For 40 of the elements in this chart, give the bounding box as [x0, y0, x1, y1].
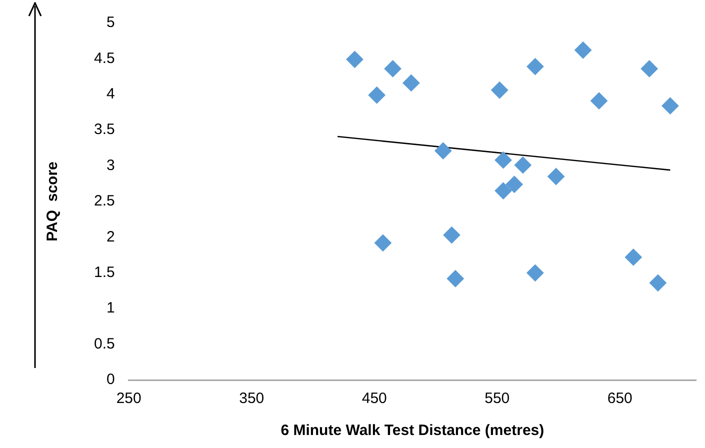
x-tick-label: 350	[239, 390, 264, 408]
point	[374, 234, 392, 252]
point	[514, 156, 532, 174]
point	[590, 92, 608, 110]
y-tick-label: 2	[106, 228, 115, 246]
point	[548, 168, 565, 186]
y-axis-title: PAQ score	[44, 162, 62, 242]
y-tick-label: 4.5	[94, 50, 115, 67]
point	[649, 274, 666, 292]
point	[443, 226, 460, 244]
point	[494, 182, 512, 200]
point	[640, 60, 658, 78]
y-tick-label: 0	[106, 371, 115, 388]
x-tick-label: 250	[116, 390, 142, 408]
point	[624, 248, 642, 266]
y-tick-label: 3	[106, 156, 115, 174]
point	[494, 152, 512, 169]
y-tick-label: 0.5	[94, 335, 115, 352]
point	[574, 42, 592, 59]
point	[526, 264, 544, 282]
point	[662, 97, 679, 114]
point	[526, 58, 544, 76]
point	[446, 270, 464, 288]
point	[346, 50, 364, 68]
x-tick-label: 650	[607, 390, 632, 408]
point	[491, 82, 508, 99]
point	[368, 86, 386, 104]
y-tick-label: 1.5	[94, 264, 115, 282]
y-tick-label: 4	[106, 86, 115, 103]
y-tick-label: 3.5	[94, 121, 115, 138]
x-axis-title: 6 Minute Walk Test Distance (metres)	[280, 422, 544, 440]
point	[506, 176, 523, 193]
y-tick-label: 2.5	[94, 192, 115, 210]
x-tick-label: 450	[362, 390, 387, 408]
point	[384, 60, 402, 78]
y-tick-label: 1	[106, 300, 115, 317]
x-tick-label: 550	[484, 390, 510, 408]
point	[434, 142, 452, 160]
y-tick-label: 5	[106, 14, 115, 32]
point	[402, 74, 420, 92]
